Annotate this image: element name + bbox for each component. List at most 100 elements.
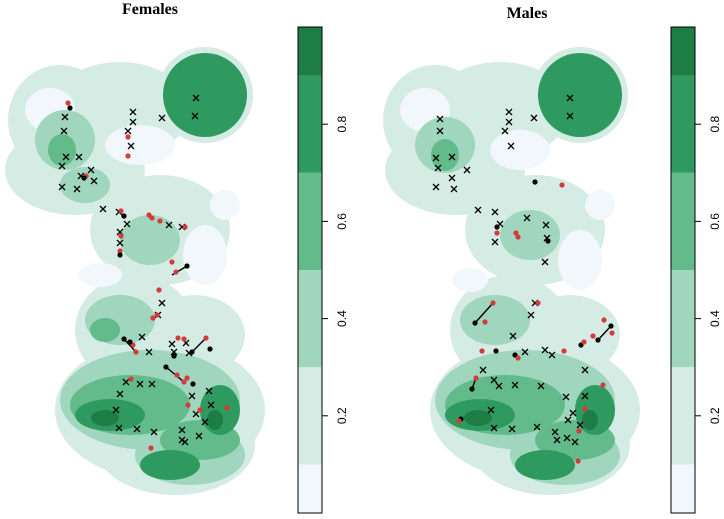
males-colorbar-bin-3: [671, 172, 695, 270]
males-presence-point: [494, 224, 500, 230]
females-movement-link: [191, 337, 207, 353]
males-colorbar-bin-4: [671, 75, 695, 173]
males-presence-point: [490, 300, 496, 306]
males-absence-marker: [509, 332, 517, 340]
males-absence-marker: [507, 142, 515, 150]
females-absence-marker: [207, 401, 215, 409]
males-presence-point: [493, 348, 499, 354]
males-presence-point: [515, 234, 521, 240]
females-presence-point: [182, 224, 188, 230]
males-absence-marker: [508, 425, 516, 433]
males-absence-marker: [541, 258, 549, 266]
males-absence-marker: [491, 208, 499, 216]
females-colorbar-bin-5: [298, 27, 322, 76]
females-absence-marker: [124, 127, 132, 135]
females-presence-point: [207, 346, 213, 352]
males-absence-marker: [490, 424, 498, 432]
females-absence-marker: [158, 114, 166, 122]
males-absence-marker: [448, 153, 456, 161]
males-presence-point: [559, 182, 565, 188]
females-absence-marker: [62, 153, 70, 161]
males-panel: Males: [383, 5, 722, 514]
males-movement-link: [597, 325, 612, 341]
females-presence-point: [185, 402, 191, 408]
females-presence-point: [197, 407, 203, 413]
males-presence-point: [609, 330, 615, 336]
males-absence-marker: [505, 108, 513, 116]
males-absence-marker: [436, 115, 444, 123]
females-presence-point: [81, 175, 87, 181]
females-level-5: [91, 410, 223, 430]
males-absence-marker: [523, 214, 531, 222]
males-presence-point: [600, 382, 606, 388]
males-colorbar-tick-label: 0.2: [708, 407, 722, 424]
males-colorbar-bin-0: [671, 464, 695, 513]
males-colorbar-bin-1: [671, 367, 695, 465]
males-absence-marker: [432, 154, 440, 162]
females-absence-markers: [58, 94, 215, 446]
females-absence-marker: [165, 221, 173, 229]
females-presence-point: [128, 376, 134, 382]
females-absence-marker: [195, 432, 203, 440]
females-absence-marker: [192, 410, 200, 418]
females-presence-point: [150, 315, 156, 321]
females-absence-marker: [87, 166, 95, 174]
females-colorbar-bin-2: [298, 270, 322, 368]
males-map: [383, 47, 640, 495]
females-absence-marker: [170, 348, 178, 356]
females-absence-marker: [168, 340, 176, 348]
females-absence-marker: [181, 438, 189, 446]
females-presence-point: [156, 287, 162, 293]
males-presence-point: [595, 337, 601, 343]
females-absence-marker: [145, 348, 153, 356]
males-presence-point: [535, 300, 541, 306]
females-absence-marker: [205, 387, 213, 395]
males-absence-marker: [511, 381, 519, 389]
males-presence-point: [515, 355, 521, 361]
females-title: Females: [122, 1, 178, 18]
females-absence-marker: [188, 392, 196, 400]
males-colorbar-bin-2: [671, 270, 695, 368]
females-colorbar-tick-label: 0.6: [335, 213, 349, 230]
females-absence-marker: [150, 428, 158, 436]
females-presence-point: [125, 153, 131, 159]
males-absence-marker: [564, 416, 572, 424]
males-absence-marker: [432, 183, 440, 191]
females-colorbar-tick-label: 0.8: [335, 116, 349, 133]
females-absence-marker: [112, 406, 120, 414]
males-absence-marker: [566, 94, 574, 102]
females-movement-link: [123, 338, 137, 353]
males-title: Males: [507, 5, 548, 22]
females-presence-point: [175, 335, 181, 341]
females-presence-point: [174, 372, 180, 378]
males-absence-marker: [479, 366, 487, 374]
males-absence-marker: [548, 351, 556, 359]
males-colorbar: 0.2 0.4 0.6 0.8: [670, 26, 722, 514]
females-presence-point: [224, 405, 230, 411]
females-absence-marker: [129, 108, 137, 116]
males-presence-point: [582, 406, 588, 412]
males-presence-point: [513, 230, 519, 236]
females-presence-point: [189, 349, 195, 355]
females-presence-point: [157, 218, 163, 224]
females-presence-points: [65, 100, 230, 451]
females-presence-point: [118, 208, 124, 214]
males-absence-marker: [474, 206, 482, 214]
females-colorbar: 0.2 0.4 0.6 0.8: [297, 26, 349, 514]
females-presence-point: [117, 248, 123, 254]
males-absence-marker: [505, 118, 513, 126]
males-presence-point: [561, 348, 567, 354]
males-absence-marker: [436, 127, 444, 135]
males-absence-marker: [491, 238, 499, 246]
males-absence-marker: [576, 421, 584, 429]
females-presence-point: [67, 105, 73, 111]
males-presence-point: [456, 418, 462, 424]
males-level-5: [464, 410, 598, 430]
males-colorbar-tick-label: 0.4: [708, 310, 722, 327]
females-absence-marker: [90, 177, 98, 185]
males-absence-marker: [490, 376, 498, 384]
females-absence-marker: [178, 436, 186, 444]
females-absence-marker: [178, 426, 186, 434]
females-presence-point: [169, 259, 175, 265]
